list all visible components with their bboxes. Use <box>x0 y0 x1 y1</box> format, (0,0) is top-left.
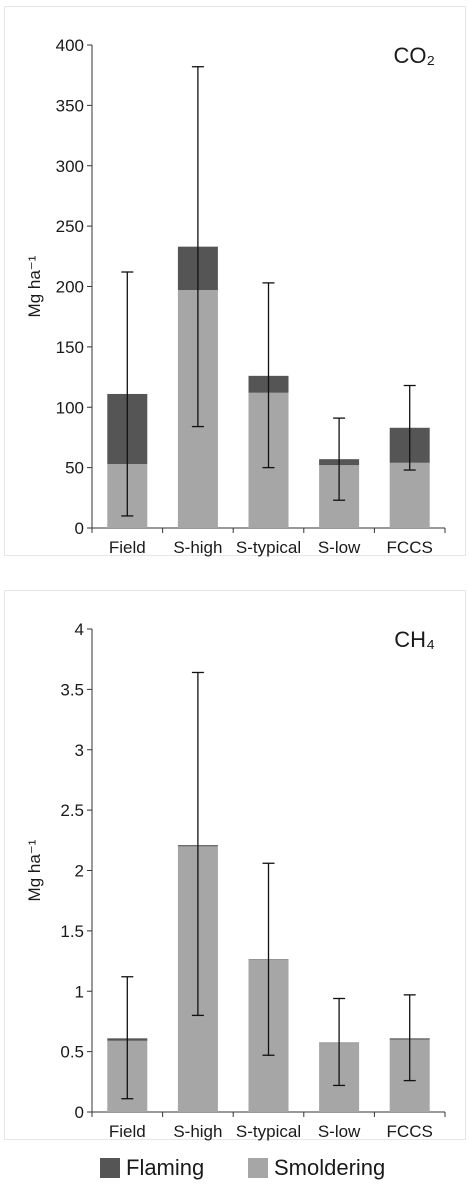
legend-item-flaming: Flaming <box>100 1155 204 1181</box>
ch4-y-tick-label: 0.5 <box>60 1043 84 1062</box>
ch4-y-tick-label: 3 <box>75 741 84 760</box>
co2-y-tick-label: 300 <box>56 157 84 176</box>
co2-y-tick-label: 400 <box>56 36 84 55</box>
ch4-x-tick-label: S-typical <box>236 1122 301 1141</box>
legend: Flaming Smoldering <box>100 1155 420 1191</box>
ch4-x-tick-label: Field <box>109 1122 146 1141</box>
ch4-y-tick-label: 1.5 <box>60 922 84 941</box>
co2-x-tick-label: S-typical <box>236 538 301 557</box>
co2-y-tick-label: 50 <box>65 459 84 478</box>
ch4-chart-title: CH₄ <box>394 627 435 652</box>
co2-panel <box>4 6 466 556</box>
ch4-x-tick-label: S-high <box>173 1122 222 1141</box>
ch4-y-tick-label: 0 <box>75 1103 84 1122</box>
co2-y-tick-label: 350 <box>56 96 84 115</box>
ch4-x-tick-label: S-low <box>318 1122 361 1141</box>
co2-y-tick-label: 100 <box>56 398 84 417</box>
chart-canvas: 0 50 100 150 200 250 300 350 400 Field S-high S-typ… <box>25 36 446 1141</box>
co2-y-axis-label: Mg ha⁻¹ <box>25 255 44 317</box>
legend-swatch-smoldering <box>248 1158 268 1178</box>
legend-item-smoldering: Smoldering <box>248 1155 385 1181</box>
co2-bar-smoldering-fccs <box>389 462 430 528</box>
ch4-x-tick-label: FCCS <box>387 1122 433 1141</box>
ch4-y-tick-label: 3.5 <box>60 680 84 699</box>
co2-y-tick-label: 0 <box>75 519 84 538</box>
ch4-y-axis-label: Mg ha⁻¹ <box>25 839 44 901</box>
co2-x-tick-label: S-low <box>318 538 361 557</box>
co2-y-tick-label: 250 <box>56 217 84 236</box>
ch4-y-tick-label: 4 <box>75 620 84 639</box>
co2-y-tick-label: 150 <box>56 338 84 357</box>
legend-label-flaming: Flaming <box>126 1155 205 1180</box>
co2-y-tick-label: 200 <box>56 278 84 297</box>
legend-label-smoldering: Smoldering <box>274 1155 386 1180</box>
ch4-y-tick-label: 2 <box>75 862 84 881</box>
ch4-y-tick-label: 2.5 <box>60 801 84 820</box>
co2-x-tick-label: Field <box>109 538 146 557</box>
co2-chart-title: CO₂ <box>393 43 435 68</box>
ch4-y-tick-label: 1 <box>75 982 84 1001</box>
legend-swatch-flaming <box>100 1158 120 1178</box>
co2-x-tick-label: FCCS <box>387 538 433 557</box>
co2-x-tick-label: S-high <box>173 538 222 557</box>
ch4-panel <box>4 590 466 1140</box>
